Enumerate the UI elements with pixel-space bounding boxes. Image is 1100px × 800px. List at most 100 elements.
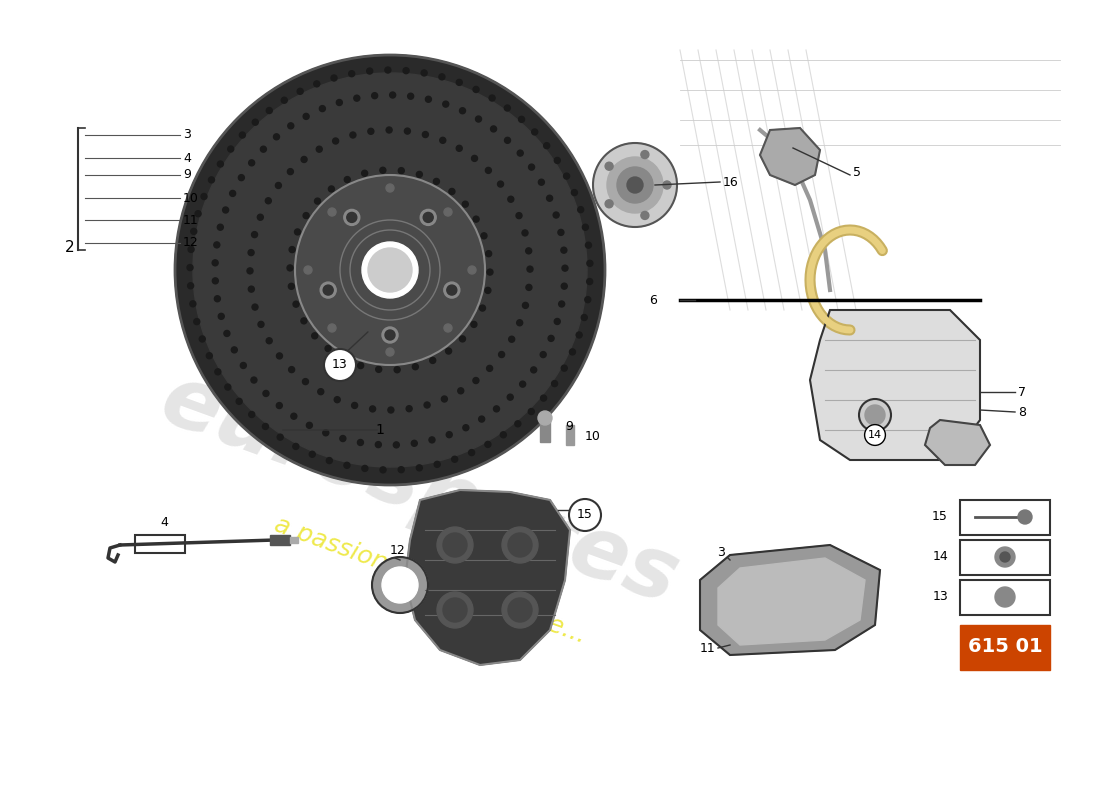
Circle shape	[293, 301, 299, 307]
Circle shape	[228, 146, 233, 152]
Polygon shape	[810, 310, 980, 460]
Circle shape	[334, 397, 340, 402]
Circle shape	[416, 465, 422, 471]
Text: 8: 8	[1018, 406, 1026, 418]
Circle shape	[368, 248, 412, 292]
Circle shape	[297, 88, 304, 94]
Circle shape	[372, 557, 428, 613]
Text: 10: 10	[585, 430, 601, 443]
Circle shape	[188, 282, 194, 289]
Circle shape	[329, 284, 336, 290]
Circle shape	[434, 462, 440, 467]
Circle shape	[456, 79, 462, 86]
Circle shape	[287, 265, 293, 271]
Circle shape	[240, 362, 246, 369]
Circle shape	[249, 411, 255, 418]
Circle shape	[433, 178, 439, 185]
Text: 12: 12	[390, 543, 406, 557]
Circle shape	[434, 304, 440, 310]
Circle shape	[522, 302, 528, 308]
Circle shape	[517, 320, 522, 326]
Circle shape	[366, 68, 373, 74]
Circle shape	[389, 92, 396, 98]
Circle shape	[385, 327, 392, 333]
Circle shape	[353, 218, 360, 223]
Circle shape	[304, 213, 309, 218]
Circle shape	[349, 70, 354, 77]
Circle shape	[371, 210, 376, 215]
Circle shape	[494, 406, 499, 412]
Circle shape	[605, 162, 613, 170]
Circle shape	[508, 336, 515, 342]
Circle shape	[382, 327, 398, 343]
Circle shape	[437, 592, 473, 628]
Circle shape	[362, 466, 367, 471]
Circle shape	[430, 358, 436, 363]
Circle shape	[266, 107, 273, 114]
Text: 15: 15	[932, 510, 948, 523]
Circle shape	[376, 366, 382, 372]
Circle shape	[422, 131, 428, 138]
Circle shape	[358, 439, 363, 446]
Circle shape	[859, 399, 891, 431]
Circle shape	[274, 134, 279, 140]
Circle shape	[288, 366, 295, 373]
Circle shape	[394, 442, 399, 448]
Circle shape	[213, 242, 220, 248]
Circle shape	[403, 68, 409, 74]
Polygon shape	[760, 128, 820, 185]
Circle shape	[188, 246, 194, 252]
Circle shape	[443, 101, 449, 107]
Polygon shape	[405, 490, 570, 665]
Circle shape	[407, 210, 414, 217]
Circle shape	[199, 336, 206, 342]
Text: 9: 9	[183, 169, 191, 182]
Circle shape	[578, 206, 584, 213]
Circle shape	[207, 353, 212, 358]
Circle shape	[559, 301, 564, 307]
Circle shape	[379, 467, 386, 473]
Circle shape	[443, 282, 460, 298]
Circle shape	[517, 150, 524, 156]
Circle shape	[507, 394, 514, 400]
Circle shape	[571, 190, 578, 195]
Circle shape	[540, 395, 547, 401]
Circle shape	[394, 366, 400, 373]
Circle shape	[362, 242, 418, 298]
Circle shape	[485, 167, 492, 174]
Circle shape	[581, 314, 587, 321]
Circle shape	[367, 128, 374, 134]
Circle shape	[276, 402, 283, 409]
Circle shape	[326, 346, 331, 351]
Circle shape	[1000, 552, 1010, 562]
Circle shape	[362, 170, 367, 176]
Circle shape	[350, 132, 356, 138]
Circle shape	[443, 598, 468, 622]
Circle shape	[275, 182, 282, 189]
Bar	[566, 425, 574, 445]
Circle shape	[526, 248, 531, 254]
Circle shape	[331, 75, 337, 81]
Circle shape	[412, 364, 418, 370]
Circle shape	[320, 282, 337, 298]
Circle shape	[311, 333, 318, 339]
Circle shape	[382, 567, 418, 603]
Circle shape	[538, 411, 552, 425]
Circle shape	[175, 55, 605, 485]
Circle shape	[553, 212, 559, 218]
Circle shape	[209, 177, 214, 183]
Circle shape	[385, 67, 390, 73]
Circle shape	[446, 348, 452, 354]
Circle shape	[563, 173, 570, 179]
Circle shape	[554, 318, 560, 325]
Circle shape	[316, 146, 322, 152]
Circle shape	[473, 216, 480, 222]
Circle shape	[340, 230, 345, 236]
Circle shape	[372, 93, 377, 98]
Circle shape	[249, 286, 254, 292]
Circle shape	[328, 208, 336, 216]
Circle shape	[487, 269, 493, 275]
Circle shape	[447, 285, 456, 295]
Circle shape	[548, 335, 554, 342]
Text: 13: 13	[332, 358, 348, 371]
